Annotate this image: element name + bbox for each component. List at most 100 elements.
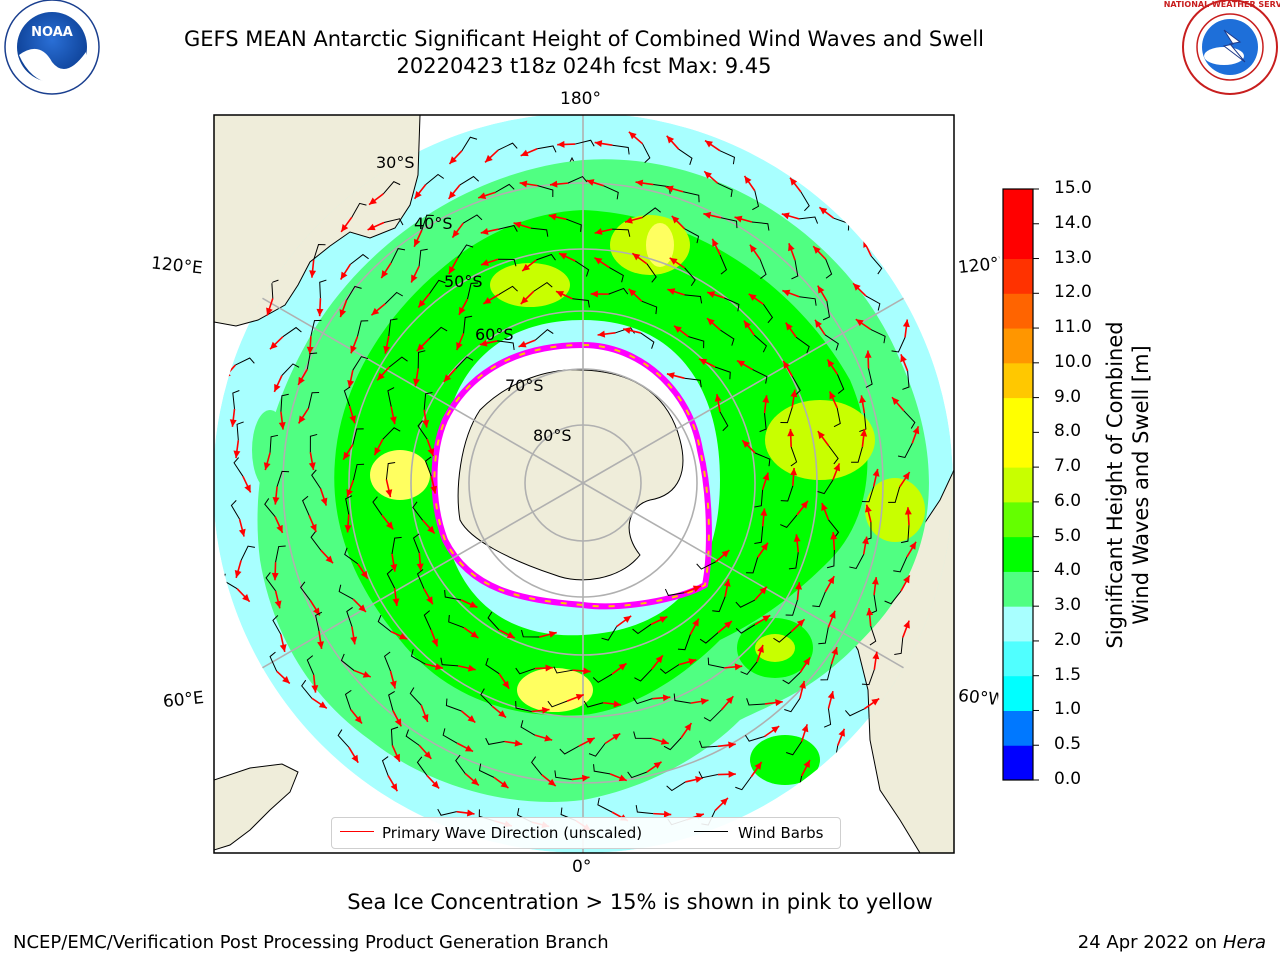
wave-direction-arrowhead	[344, 525, 352, 533]
lat-label-80s: 80°S	[533, 426, 572, 445]
wind-barb	[884, 590, 902, 605]
colorbar-segment	[1003, 258, 1033, 294]
colorbar-tick-label: 14.0	[1054, 212, 1092, 233]
wind-barb	[826, 550, 835, 569]
wind-barb	[462, 214, 483, 224]
wind-barb	[785, 599, 798, 616]
wave-direction-arrowhead	[725, 696, 734, 704]
wave-direction-arrowhead	[478, 192, 487, 200]
wave-direction-arrowhead	[734, 663, 743, 671]
wave-direction-arrowhead	[594, 140, 603, 148]
wave-direction-arrowhead	[371, 307, 380, 316]
wave-direction-arrowhead	[653, 761, 662, 769]
wind-barb	[487, 611, 500, 631]
wind-barb	[265, 572, 276, 592]
wave-direction-arrowhead	[796, 619, 805, 627]
wind-barb	[416, 756, 428, 776]
wind-barb	[696, 561, 716, 570]
wave-direction-arrowhead	[309, 270, 317, 278]
wave-direction-arrowhead	[783, 360, 790, 369]
wave-direction-arrowhead	[274, 383, 281, 392]
colorbar-title-line1: Significant Height of Combined	[1103, 321, 1127, 649]
wind-barb	[390, 248, 406, 264]
wave-direction-arrowhead	[456, 342, 463, 351]
wave-direction-arrowhead	[399, 632, 408, 640]
wind-barb	[824, 334, 839, 351]
wind-barb	[410, 649, 426, 665]
wave-direction-arrowhead	[340, 271, 348, 280]
colorbar-tick-label: 0.5	[1054, 734, 1082, 755]
wind-barb	[641, 300, 658, 315]
wave-direction-arrowhead	[737, 360, 746, 368]
wave-direction-arrowhead	[795, 582, 803, 590]
wind-barb	[337, 729, 350, 748]
wind-barb	[390, 726, 399, 746]
wind-barb	[717, 182, 733, 198]
wind-barb	[817, 479, 834, 495]
africa-land	[214, 763, 299, 851]
nws-logo-icon: NATIONAL WEATHER SERVICE	[1164, 0, 1280, 95]
wave-direction-arrowhead	[413, 378, 420, 387]
wave-direction-arrowhead	[266, 307, 273, 316]
wind-barb	[425, 173, 445, 186]
wave-direction-arrowhead	[705, 140, 713, 148]
wind-barb	[612, 144, 630, 155]
wind-barb	[635, 805, 654, 815]
wind-barb	[894, 637, 904, 656]
wind-barb	[309, 433, 318, 453]
wave-direction-arrowhead	[583, 667, 591, 675]
wave-direction-arrowhead	[416, 563, 424, 571]
wind-barb	[634, 669, 652, 682]
wind-barb	[281, 363, 300, 376]
wave-direction-arrowhead	[655, 655, 663, 664]
wave-direction-arrowhead	[912, 426, 920, 435]
wind-barb	[381, 756, 389, 776]
wind-barb	[423, 610, 432, 630]
wind-barb	[310, 531, 322, 551]
wave-direction-arrowhead	[242, 594, 250, 602]
wind-barb	[659, 664, 680, 674]
wave-direction-arrowhead	[692, 585, 701, 593]
wind-barb	[865, 368, 873, 388]
wave-direction-arrowhead	[833, 463, 841, 472]
wind-barb	[478, 763, 495, 778]
wave-direction-arrowhead	[411, 274, 418, 283]
wind-barb	[346, 607, 353, 627]
colorbar-tick-label: 15.0	[1054, 178, 1092, 198]
wind-barb	[593, 764, 611, 775]
wave-direction-arrowhead	[866, 608, 874, 616]
wave-direction-arrowhead	[872, 651, 880, 660]
wind-barb	[684, 377, 702, 388]
wave-direction-arrowhead	[663, 810, 672, 818]
wind-barb	[869, 625, 877, 646]
wave-direction-arrowhead	[760, 508, 768, 516]
wave-direction-arrowhead	[803, 760, 810, 769]
wave-direction-arrowhead	[360, 570, 368, 579]
colorbar-title-line2: Wind Waves and Swell [m]	[1129, 345, 1153, 625]
wind-barb	[235, 357, 255, 366]
wave-direction-arrowhead	[385, 489, 393, 498]
wave-direction-arrowhead	[903, 620, 910, 629]
colorbar-segment	[1003, 362, 1033, 399]
colorbar-tick-label: 12.0	[1054, 282, 1092, 303]
wave-direction-arrowhead	[498, 710, 507, 718]
wind-barb	[340, 653, 355, 671]
wave-direction-arrowhead	[703, 211, 712, 219]
wave-direction-arrowhead	[699, 358, 708, 366]
wave-direction-arrowhead	[829, 610, 836, 619]
wave-direction-arrowhead	[660, 738, 669, 745]
wave-direction-arrowhead	[393, 753, 400, 762]
lat-label-70s: 70°S	[505, 376, 544, 395]
wind-barb	[383, 651, 391, 672]
wave-direction-arrowhead	[618, 774, 627, 782]
wave-direction-arrowhead	[831, 647, 839, 656]
wind-barb	[388, 318, 398, 336]
wave-direction-arrowhead	[801, 724, 809, 733]
wind-barb	[276, 470, 290, 487]
wind-barb	[345, 495, 353, 515]
wave-direction-arrowhead	[233, 450, 241, 459]
wind-barb	[751, 221, 770, 231]
wind-barb	[575, 139, 595, 147]
wave-direction-arrowhead	[320, 497, 328, 506]
